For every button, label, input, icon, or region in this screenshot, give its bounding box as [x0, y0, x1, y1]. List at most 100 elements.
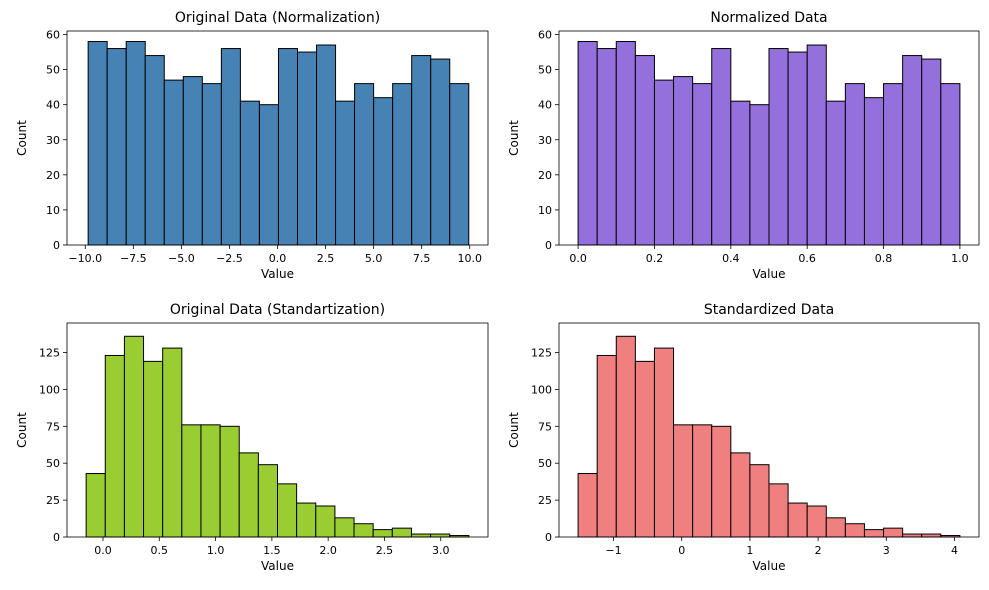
histogram-panel-1: −10.0 −7.5 −5.0 −2.5 0.0 2.5 5.0 7.5 10.0 0 10 20 30… [15, 10, 489, 281]
x-tick-label: 0.6 [798, 252, 816, 265]
histogram-bar [711, 48, 732, 246]
histogram-bar [883, 527, 904, 538]
histogram-bar [653, 79, 675, 246]
histogram-bar [730, 100, 751, 246]
histogram-bar [219, 425, 240, 538]
histogram-bar [806, 44, 827, 246]
histogram-bar [201, 83, 222, 246]
histogram-bar [940, 83, 961, 246]
histogram-bar [430, 58, 451, 246]
y-tick-label: 40 [538, 99, 552, 112]
histogram-bar [123, 335, 145, 538]
y-tick-label: 75 [46, 420, 60, 433]
histogram-bar [372, 529, 393, 538]
y-tick-label: 125 [39, 347, 60, 360]
y-tick-label: 0 [53, 531, 60, 544]
axes-frame [558, 322, 980, 538]
histogram-bar [615, 335, 636, 538]
histogram-bar [844, 83, 865, 246]
histogram-panel-4: −1 0 1 2 3 4 0 25 50 75 100 125 Standardized Data Val… [507, 302, 980, 573]
histogram-bar [844, 523, 865, 538]
histogram-bar [162, 347, 183, 538]
chart-title: Standardized Data [704, 302, 834, 318]
histogram-bar [577, 473, 598, 538]
histogram-bar [787, 51, 808, 246]
histogram-bar [334, 517, 355, 538]
histogram-bar [125, 41, 146, 246]
x-tick-label: 1.5 [263, 544, 281, 557]
y-tick-label: 25 [538, 494, 552, 507]
x-tick-label: 2.5 [317, 252, 335, 265]
x-tick-label: 3.0 [432, 544, 450, 557]
histogram-bar [711, 425, 732, 538]
histogram-bar [449, 83, 470, 246]
axes-frame [558, 30, 980, 246]
y-tick-label: 20 [538, 169, 552, 182]
histogram-bar [749, 464, 770, 538]
histogram-bar [902, 55, 923, 246]
x-axis-label: Value [261, 559, 294, 573]
x-tick-label: 0.8 [875, 252, 893, 265]
x-tick-label: 1.0 [207, 544, 225, 557]
histogram-bar [87, 41, 108, 246]
y-tick-label: 30 [538, 134, 552, 147]
histogram-bar [296, 502, 317, 538]
histogram-bar [730, 452, 751, 538]
histogram-bar [277, 48, 298, 246]
x-tick-label: 10.0 [457, 252, 482, 265]
histogram-bar [238, 452, 259, 538]
chart-title: Normalized Data [710, 10, 827, 26]
histogram-bar [296, 51, 318, 246]
histogram-bar [182, 76, 203, 246]
histogram-bar [373, 97, 394, 246]
histogram-bar [577, 41, 598, 246]
histogram-bar [921, 58, 942, 246]
histogram-bar [316, 44, 337, 246]
x-tick-label: −5.0 [168, 252, 195, 265]
y-tick-label: 0 [545, 239, 552, 252]
histogram-bar [634, 55, 655, 246]
histogram-panel-3: 0.0 0.5 1.0 1.5 2.0 2.5 3.0 0 25 50 75 100 125 Origin… [15, 302, 489, 573]
y-tick-label: 60 [46, 29, 60, 42]
histogram-bar [430, 533, 451, 538]
x-tick-label: 0.4 [722, 252, 740, 265]
y-tick-label: 75 [538, 420, 552, 433]
x-tick-label: 0.0 [269, 252, 287, 265]
y-axis-label: Count [507, 412, 521, 448]
histogram-bar [692, 424, 713, 538]
histogram-bar [768, 483, 789, 538]
x-tick-label: 0.0 [94, 544, 112, 557]
y-tick-label: 40 [46, 99, 60, 112]
x-tick-label: 0 [678, 544, 685, 557]
x-tick-label: 0.2 [646, 252, 664, 265]
x-tick-label: −1 [605, 544, 621, 557]
y-tick-label: 100 [39, 383, 60, 396]
histogram-bar [85, 473, 106, 538]
histogram-bar [104, 354, 125, 538]
histogram-bar [106, 48, 127, 246]
x-axis-label: Value [753, 267, 786, 281]
y-tick-label: 10 [538, 204, 552, 217]
histogram-bar [806, 505, 827, 538]
histogram-panel-2: 0.0 0.2 0.4 0.6 0.8 1.0 0 10 20 30 40 50 60 Normalize… [507, 10, 980, 281]
y-tick-label: 10 [46, 204, 60, 217]
histogram-bar [354, 83, 375, 246]
histogram-bar [143, 360, 164, 538]
x-tick-label: −10.0 [68, 252, 102, 265]
histogram-bar [335, 100, 356, 246]
histogram-bar [239, 100, 260, 246]
histogram-bar [883, 83, 904, 246]
x-axis-label: Value [261, 267, 294, 281]
x-axis-label: Value [753, 559, 786, 573]
histogram-bar [163, 79, 184, 246]
y-tick-label: 50 [538, 64, 552, 77]
histogram-bar [673, 424, 694, 538]
histogram-bar [315, 505, 336, 538]
x-tick-label: 7.5 [413, 252, 431, 265]
histogram-bar [768, 48, 789, 246]
x-tick-label: 0.5 [151, 544, 169, 557]
x-tick-label: 2.0 [319, 544, 337, 557]
histogram-bar [277, 483, 298, 538]
histogram-bar [863, 529, 885, 538]
